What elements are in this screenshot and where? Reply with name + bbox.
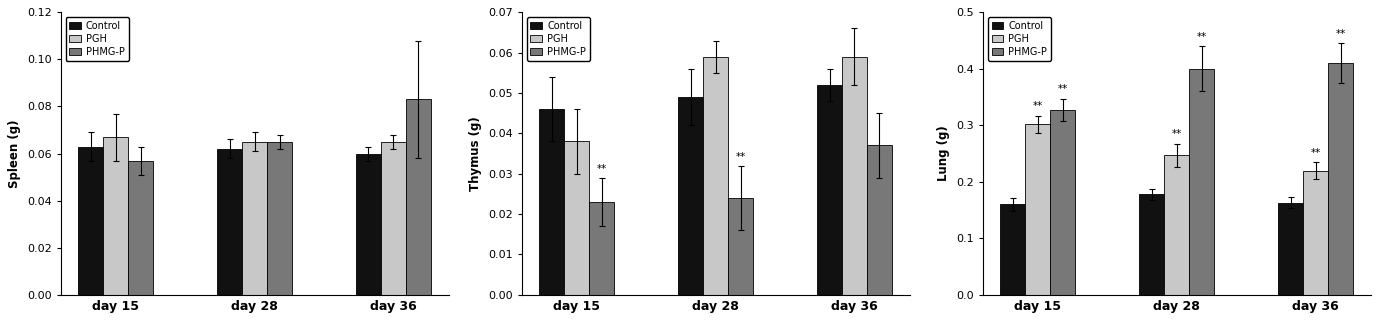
Bar xyxy=(1328,63,1353,295)
Bar xyxy=(1139,194,1164,295)
Legend: Control, PGH, PHMG-P: Control, PGH, PHMG-P xyxy=(66,17,128,61)
Bar xyxy=(539,109,564,295)
Y-axis label: Lung (g): Lung (g) xyxy=(938,126,950,181)
Legend: Control, PGH, PHMG-P: Control, PGH, PHMG-P xyxy=(527,17,590,61)
Y-axis label: Thymus (g): Thymus (g) xyxy=(469,116,483,191)
Bar xyxy=(79,146,103,295)
Bar xyxy=(728,198,753,295)
Bar xyxy=(1303,170,1328,295)
Text: **: ** xyxy=(1172,129,1182,139)
Legend: Control, PGH, PHMG-P: Control, PGH, PHMG-P xyxy=(987,17,1051,61)
Bar xyxy=(268,142,292,295)
Bar xyxy=(103,137,128,295)
Text: **: ** xyxy=(1310,148,1321,158)
Bar xyxy=(1189,69,1214,295)
Text: **: ** xyxy=(1033,101,1043,111)
Bar xyxy=(678,97,703,295)
Text: **: ** xyxy=(1197,32,1207,42)
Bar xyxy=(356,153,381,295)
Text: **: ** xyxy=(1335,29,1346,39)
Bar xyxy=(703,57,728,295)
Bar xyxy=(564,142,589,295)
Bar xyxy=(1164,155,1189,295)
Y-axis label: Spleen (g): Spleen (g) xyxy=(8,119,21,188)
Bar xyxy=(1026,124,1051,295)
Bar xyxy=(217,149,243,295)
Text: **: ** xyxy=(597,164,607,174)
Bar xyxy=(816,85,843,295)
Bar xyxy=(589,202,614,295)
Bar xyxy=(867,145,892,295)
Bar xyxy=(405,100,430,295)
Text: **: ** xyxy=(735,152,746,162)
Bar xyxy=(1278,203,1303,295)
Text: **: ** xyxy=(1058,84,1067,94)
Bar xyxy=(843,57,867,295)
Bar xyxy=(243,142,268,295)
Bar xyxy=(1051,110,1076,295)
Bar xyxy=(381,142,405,295)
Bar xyxy=(128,160,153,295)
Bar xyxy=(1000,204,1026,295)
